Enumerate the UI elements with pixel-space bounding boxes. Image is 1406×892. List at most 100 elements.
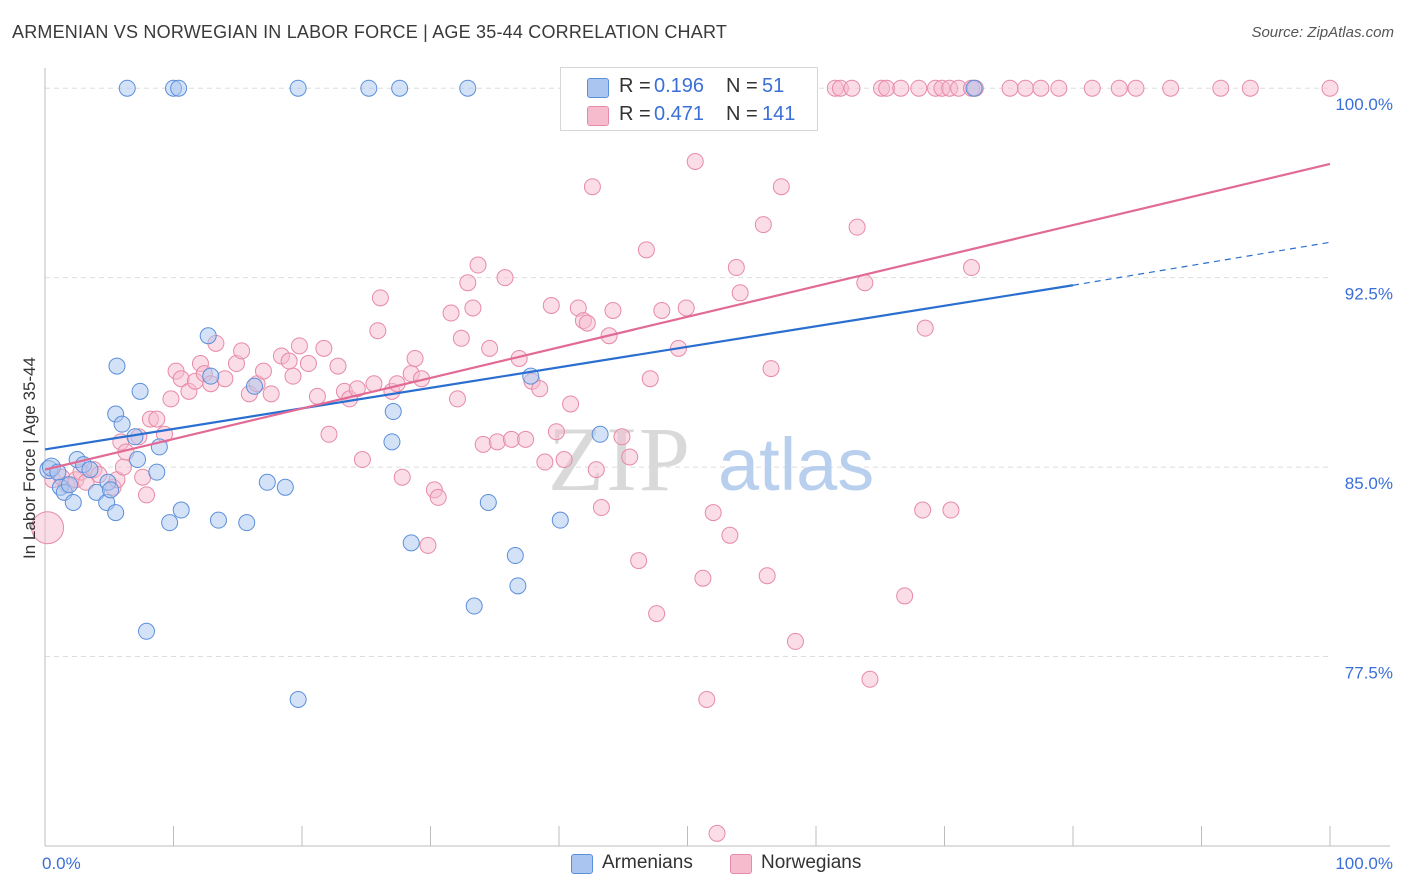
norwegian-point [686,152,704,170]
chart-title: ARMENIAN VS NORWEGIAN IN LABOR FORCE | A… [12,22,728,42]
tick-labels: 77.5% 85.0% 92.5% 100.0% 0.0% 100.0% [42,95,1393,873]
norwegian-point [1321,79,1339,97]
norwegian-point [536,453,554,471]
armenian-point [238,514,256,532]
norwegian-point [648,605,666,623]
armenian-point [289,690,307,708]
y-tick-label: 77.5% [1345,664,1393,683]
norwegian-point [708,824,726,842]
n-value: 141 [762,103,796,125]
norwegian-point [290,337,308,355]
norwegian-point [786,632,804,650]
grid-lines [45,87,1330,658]
armenians-swatch [587,78,609,98]
norwegian-point [892,79,910,97]
norwegians-points [31,79,1339,842]
norwegian-point [772,178,790,196]
legend-stats: R = 0.196 N = 51 R = 0.471 N = 141 [560,67,818,131]
norwegian-point [587,461,605,479]
y-tick-label: 85.0% [1345,474,1393,493]
norwegian-point [694,569,712,587]
norwegian-point [496,269,514,287]
norwegian-point [843,79,861,97]
norwegian-point [216,370,234,388]
r-label: R = [619,75,651,97]
armenian-point [108,357,126,375]
legend-row-norwegians: R = 0.471 N = 141 [561,100,817,130]
armenians-points [39,79,983,708]
norwegians-trend-line [44,162,1331,471]
trend-lines [44,162,1331,471]
norwegian-point [677,299,695,317]
norwegian-point [531,380,549,398]
norwegian-point [488,433,506,451]
norwegian-point [878,79,896,97]
armenian-point [384,403,402,421]
norwegian-point [856,274,874,292]
norwegian-point [406,349,424,367]
armenians-trend-line [44,284,1074,451]
armenian-point [276,478,294,496]
norwegian-point [348,380,366,398]
watermark-atlas: atlas [718,423,874,506]
armenian-point [209,511,227,529]
norwegian-point [914,501,932,519]
norwegian-point [262,385,280,403]
n-label: N = [726,103,758,125]
armenian-point [107,504,125,522]
x-tick-label: 100.0% [1335,854,1393,873]
norwegian-point [134,468,152,486]
norwegian-point [1212,79,1230,97]
armenian-point [81,461,99,479]
armenians-swatch [571,854,593,874]
armenian-point [591,425,609,443]
armenian-point [60,476,78,494]
norwegian-point [308,387,326,405]
armenian-point [391,79,409,97]
norwegian-point [542,296,560,314]
n-label: N = [726,75,758,97]
armenian-point [64,493,82,511]
norwegian-point [758,567,776,585]
r-label: R = [619,103,651,125]
armenian-point [161,514,179,532]
norwegian-point [704,504,722,522]
armenian-point [289,79,307,97]
norwegian-point [448,390,466,408]
watermark: ZIP atlas [548,408,874,510]
norwegian-point [1127,79,1145,97]
legend-row-armenians: R = 0.196 N = 51 [561,72,817,102]
armenian-point [506,547,524,565]
legend-series: Armenians Norwegians [0,852,1406,878]
norwegian-point [555,451,573,469]
norwegian-point [653,301,671,319]
norwegian-point [641,370,659,388]
norwegian-point [962,259,980,277]
norwegian-point [459,274,477,292]
norwegian-point [910,79,928,97]
norwegian-point [916,319,934,337]
y-axis-label: In Labor Force | Age 35-44 [20,357,39,559]
norwegian-point [320,425,338,443]
norwegians-swatch [587,106,609,126]
norwegian-point [562,395,580,413]
norwegian-point [1016,79,1034,97]
norwegian-point [353,451,371,469]
norwegian-point [896,587,914,605]
norwegian-point [727,259,745,277]
norwegian-point [419,536,437,554]
norwegian-point [762,360,780,378]
norwegian-point [721,526,739,544]
legend-label: Norwegians [761,852,862,873]
norwegian-point [148,410,166,428]
armenian-point [360,79,378,97]
norwegian-point [621,448,639,466]
r-value: 0.471 [654,103,705,125]
norwegian-point [731,284,749,302]
norwegian-point [698,690,716,708]
norwegians-swatch [730,854,752,874]
armenian-point [402,534,420,552]
norwegian-point [583,178,601,196]
norwegian-point [299,355,317,373]
